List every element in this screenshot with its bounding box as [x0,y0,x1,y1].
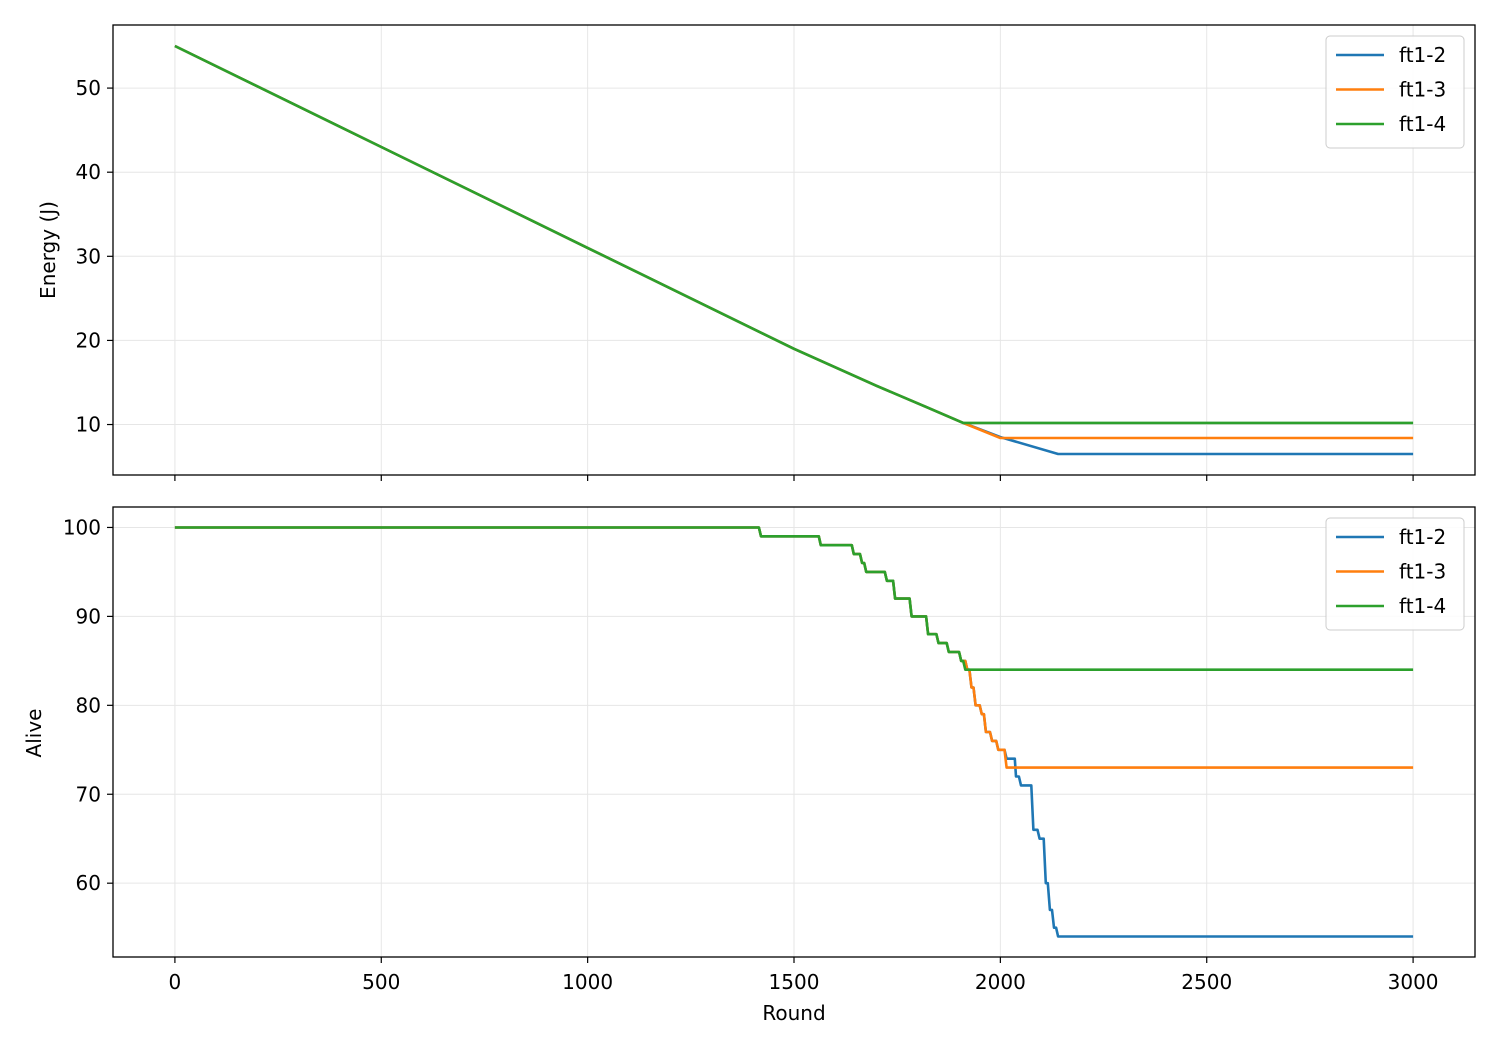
alive-y-tick-label: 100 [63,515,101,539]
energy-legend-label: ft1-2 [1399,43,1446,67]
alive-series-ft1-4 [174,526,1414,672]
alive-x-tick-label: 1000 [562,970,613,994]
energy-series-ft1-4 [174,44,1414,425]
energy-y-tick-label: 20 [76,328,101,352]
alive-y-tick-label: 80 [76,693,101,717]
alive-y-axis-label: Alive [22,709,46,758]
alive-grid [113,507,1475,957]
energy-y-tick-label: 10 [76,413,101,437]
alive-x-tick-label: 500 [362,970,400,994]
energy-series [174,44,1414,456]
energy-panel: 10 20 30 40 50 Energy (J) ft1-2 ft1-3 ft1-4 [36,24,1476,481]
energy-y-tick-label: 40 [76,160,101,184]
energy-y-tick-label: 30 [76,244,101,268]
alive-legend-box [1325,517,1465,631]
alive-legend-label: ft1-3 [1399,560,1446,584]
energy-legend-label: ft1-3 [1399,78,1446,102]
energy-legend-box [1325,35,1465,149]
alive-legend-label: ft1-2 [1399,525,1446,549]
alive-panel: 0 500 1000 1500 2000 2500 3000 60 70 80 90 100 Aliv… [22,506,1476,1025]
alive-ticks: 0 500 1000 1500 2000 2500 3000 60 70 80 90 100 [63,515,1439,994]
energy-legend-label: ft1-4 [1399,112,1446,136]
alive-x-tick-label: 3000 [1388,970,1439,994]
x-axis-label: Round [762,1001,825,1025]
alive-y-tick-label: 70 [76,782,101,806]
alive-y-tick-label: 60 [76,871,101,895]
energy-ticks: 10 20 30 40 50 [76,76,1414,481]
energy-legend: ft1-2 ft1-3 ft1-4 [1325,35,1465,149]
alive-legend: ft1-2 ft1-3 ft1-4 [1325,517,1465,631]
alive-x-tick-label: 2000 [975,970,1026,994]
energy-grid [113,25,1475,475]
alive-legend-label: ft1-4 [1399,594,1446,618]
alive-y-tick-label: 90 [76,604,101,628]
energy-y-axis-label: Energy (J) [36,201,60,299]
alive-x-tick-label: 1500 [769,970,820,994]
energy-y-tick-label: 50 [76,76,101,100]
alive-series [174,526,1414,938]
alive-x-tick-label: 2500 [1181,970,1232,994]
alive-x-tick-label: 0 [169,970,182,994]
